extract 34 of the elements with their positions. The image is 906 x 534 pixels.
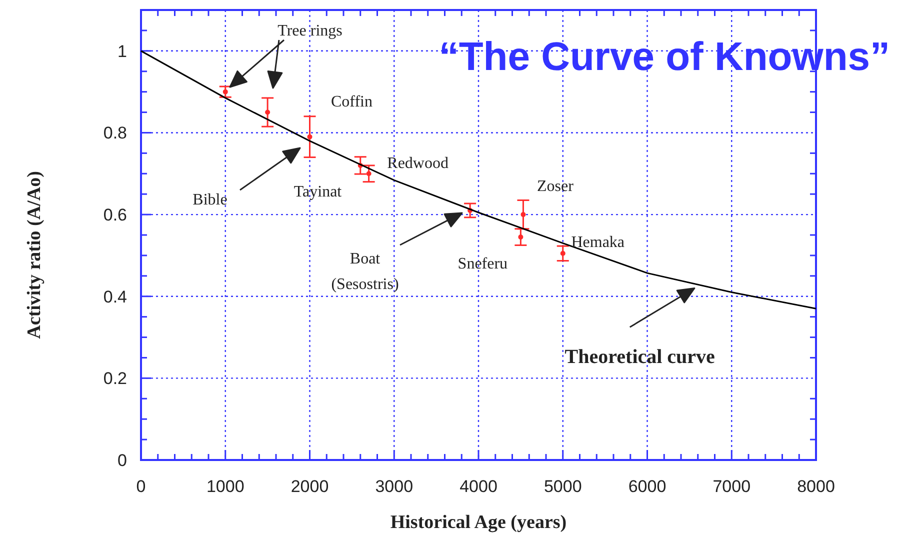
point	[518, 234, 524, 240]
x-tick-label: 0	[136, 477, 146, 496]
y-tick-label: 1	[118, 42, 127, 61]
x-tick-label: 4000	[460, 477, 498, 496]
annotation: Bible	[192, 192, 228, 209]
point	[222, 89, 228, 94]
point	[307, 134, 312, 140]
point	[265, 110, 270, 115]
point	[366, 171, 372, 176]
y-tick-label: 0.6	[103, 205, 127, 224]
x-tick-label: 7000	[712, 477, 751, 496]
annotation: Theoretical curve	[564, 346, 716, 368]
y-tick-label: 0.8	[103, 124, 127, 143]
y-tick-label: 0.4	[103, 287, 127, 306]
annotation: Zoser	[537, 178, 574, 196]
y-tick-label: 0	[118, 450, 127, 470]
annotation: Sneferu	[458, 256, 508, 273]
x-tick-label: 8000	[797, 477, 835, 496]
annotation: Tree rings	[278, 22, 342, 40]
x-tick-label: 6000	[628, 477, 666, 496]
x-tick-label: 2000	[290, 477, 329, 496]
x-tick-label: 1000	[206, 477, 244, 496]
annotation: Hemaka	[571, 234, 625, 252]
x-tick-label: 3000	[375, 477, 414, 496]
annotation: Redwood	[387, 155, 448, 172]
point	[520, 212, 526, 218]
y-axis-title: Activity ratio (A/Ao)	[24, 171, 45, 339]
annotation: Tayinat	[294, 183, 342, 200]
annotation: Boat (Sesostris)	[331, 250, 399, 294]
point	[560, 250, 566, 256]
x-tick-label: 5000	[544, 477, 582, 496]
y-tick-label: 0.2	[103, 369, 127, 388]
annotation: Coffin	[331, 93, 372, 110]
x-axis-title: Historical Age (years)	[390, 512, 567, 533]
